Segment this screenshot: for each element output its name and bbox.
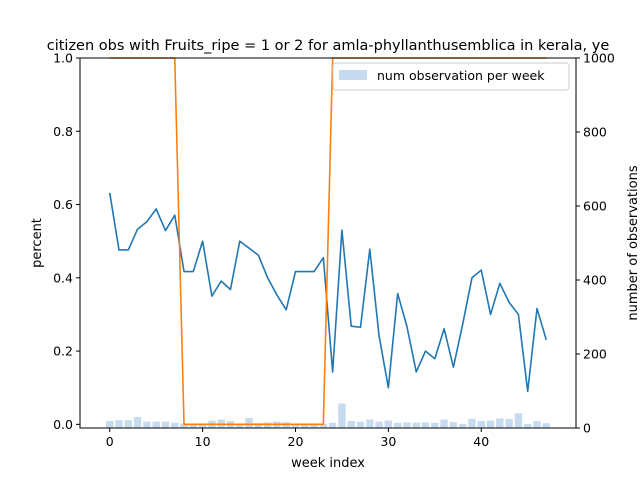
x-tick-label: 0	[106, 434, 114, 449]
y-tick-label: 0.8	[53, 124, 73, 139]
bar-week-27	[356, 421, 365, 428]
bar-week-36	[440, 419, 448, 428]
axes-layer: 0 10 20 30 40 0.0 0.2 0.4 0.6 0.8 1.0 0 200 400 600 800…	[53, 51, 615, 450]
legend-swatch-bars	[339, 70, 367, 80]
y2-axis-label: number of observations	[626, 165, 640, 320]
legend-frame	[332, 62, 570, 91]
bar-week-44	[514, 413, 523, 428]
bar-week-6	[161, 421, 170, 428]
y2-tick-label: 0	[583, 421, 591, 436]
bar-week-32	[403, 422, 411, 428]
series-line-1	[108, 192, 548, 393]
bar-week-45	[523, 423, 532, 428]
bar-week-41	[486, 420, 495, 428]
x-tick-label: 10	[195, 434, 211, 449]
y-tick-label: 0.4	[53, 270, 73, 285]
bar-week-17	[263, 422, 272, 428]
y2-tick-label: 1000	[583, 51, 615, 66]
bar-week-21	[301, 423, 309, 428]
bar-week-34	[421, 422, 430, 428]
bar-week-39	[468, 418, 476, 428]
x-tick-label: 20	[288, 434, 304, 449]
bar-week-33	[412, 422, 420, 428]
x-axis-label: week index	[291, 456, 365, 471]
y-axis-label: percent	[30, 218, 45, 268]
bar-week-43	[505, 419, 513, 428]
y-tick-label: 0.2	[53, 344, 73, 359]
chart-title: citizen obs with Fruits_ripe = 1 or 2 fo…	[47, 38, 610, 54]
bar-week-29	[375, 421, 383, 428]
bar-week-28	[366, 419, 374, 428]
bar-week-31	[393, 422, 402, 428]
bar-week-38	[458, 423, 467, 428]
bar-week-24	[328, 422, 337, 428]
bar-week-37	[449, 422, 458, 428]
bar-week-1	[115, 420, 123, 428]
bar-week-20	[291, 423, 300, 428]
bar-week-0	[106, 420, 114, 428]
bar-week-8	[180, 423, 188, 428]
y-tick-label: 0.6	[53, 197, 73, 212]
bar-week-40	[477, 420, 485, 428]
bar-week-23	[319, 423, 328, 428]
bar-week-14	[236, 423, 244, 428]
bar-week-3	[133, 416, 142, 428]
bars-layer	[106, 403, 550, 428]
legend: num observation per week	[332, 62, 570, 91]
plot-frame	[79, 57, 577, 429]
x-tick-label: 30	[380, 434, 396, 449]
bar-week-25	[338, 403, 346, 428]
bar-week-7	[171, 422, 179, 428]
bar-week-46	[533, 420, 541, 428]
bar-week-26	[347, 420, 355, 428]
y-tick-label: 1.0	[53, 51, 73, 66]
bar-week-9	[189, 423, 198, 428]
bar-week-42	[496, 418, 504, 428]
bar-week-35	[431, 422, 439, 428]
x-tick-label: 40	[473, 434, 489, 449]
legend-label-bars: num observation per week	[377, 68, 545, 83]
bar-week-47	[542, 423, 550, 428]
y2-tick-label: 800	[583, 125, 607, 140]
bar-week-22	[310, 423, 318, 428]
y2-tick-label: 600	[583, 199, 607, 214]
bar-week-15	[245, 418, 253, 428]
bar-week-10	[198, 423, 207, 428]
y-tick-label: 0.0	[53, 417, 73, 432]
bar-week-4	[143, 421, 151, 428]
bar-week-16	[254, 423, 263, 428]
bar-week-5	[152, 421, 160, 428]
bar-week-2	[124, 420, 133, 428]
y2-tick-label: 400	[583, 273, 607, 288]
y2-tick-label: 200	[583, 347, 607, 362]
bar-week-30	[384, 420, 393, 428]
